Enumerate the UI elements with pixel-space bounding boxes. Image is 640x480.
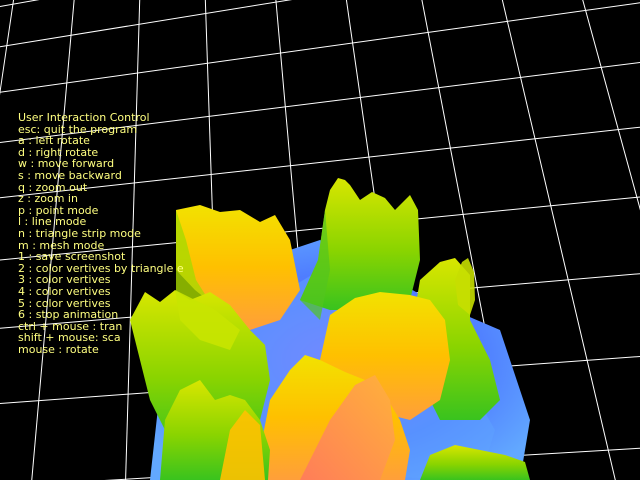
terrain-left-top [175,290,240,350]
grid-line [31,0,75,480]
grid-line [0,0,15,96]
terrain-mesh [130,178,530,480]
grid-line [0,0,40,7]
grid-line [0,2,640,93]
grid-line [501,0,616,480]
grid-line [0,126,640,199]
terrain-far-right [455,258,475,315]
grid-line [0,0,293,48]
grid-line [125,0,141,480]
grid-line [582,0,640,211]
terrain-peak-pink [300,375,395,480]
terrain-left-lower-yellow [220,410,265,480]
terrain-spike-center [300,178,420,310]
terrain-bottom-right [420,445,530,480]
grid-line [0,196,640,261]
terrain-spike-center-shade [300,210,330,320]
grid-line [0,61,640,144]
